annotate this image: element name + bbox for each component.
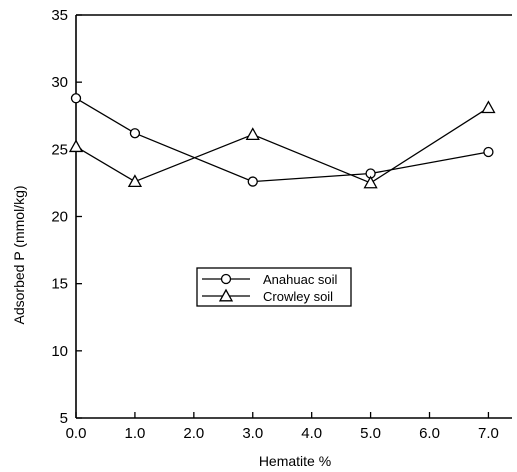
legend-entry: Crowley soil — [202, 288, 333, 304]
x-tick-label: 3.0 — [242, 425, 263, 442]
y-tick-label: 15 — [51, 276, 68, 293]
data-point — [481, 100, 496, 114]
y-tick-label: 10 — [51, 343, 68, 360]
y-axis-ticks: 5 10 15 20 25 30 35 — [51, 7, 82, 427]
legend: Anahuac soil Crowley soil — [196, 267, 352, 307]
plot-frame — [75, 14, 512, 419]
legend-label: Crowley soil — [263, 289, 333, 304]
data-point — [68, 139, 84, 153]
y-tick-label: 30 — [51, 74, 68, 91]
data-point — [70, 93, 82, 104]
legend-marker — [220, 273, 232, 285]
data-point — [247, 176, 258, 187]
y-tick-label: 20 — [51, 209, 68, 226]
x-tick-label: 0.0 — [66, 425, 87, 442]
data-point — [245, 127, 260, 141]
series-triangle — [68, 100, 496, 189]
y-tick-label: 35 — [51, 7, 68, 24]
x-tick-label: 2.0 — [183, 425, 204, 442]
y-axis-label: Adsorbed P (mmol/kg) — [11, 185, 27, 324]
y-tick-label: 5 — [60, 410, 68, 427]
data-point — [127, 174, 143, 188]
legend-entry: Anahuac soil — [202, 272, 338, 287]
series-line — [75, 107, 489, 184]
y-tick-label: 25 — [51, 141, 68, 158]
legend-marker — [218, 288, 234, 302]
x-tick-label: 4.0 — [301, 425, 322, 442]
x-tick-label: 7.0 — [478, 425, 499, 442]
x-tick-label: 6.0 — [419, 425, 440, 442]
data-point — [129, 128, 141, 139]
x-tick-label: 1.0 — [124, 425, 145, 442]
series-circle — [70, 93, 494, 187]
series-line — [75, 97, 489, 183]
x-tick-label: 5.0 — [360, 425, 381, 442]
x-axis-ticks: 0.0 1.0 2.0 3.0 4.0 5.0 6.0 7.0 — [66, 412, 499, 442]
data-point — [483, 146, 494, 158]
series — [68, 93, 496, 189]
x-axis-label: Hematite % — [259, 453, 331, 469]
legend-entries: Anahuac soil Crowley soil — [202, 272, 338, 304]
data-point — [363, 175, 378, 189]
legend-label: Anahuac soil — [263, 272, 338, 287]
